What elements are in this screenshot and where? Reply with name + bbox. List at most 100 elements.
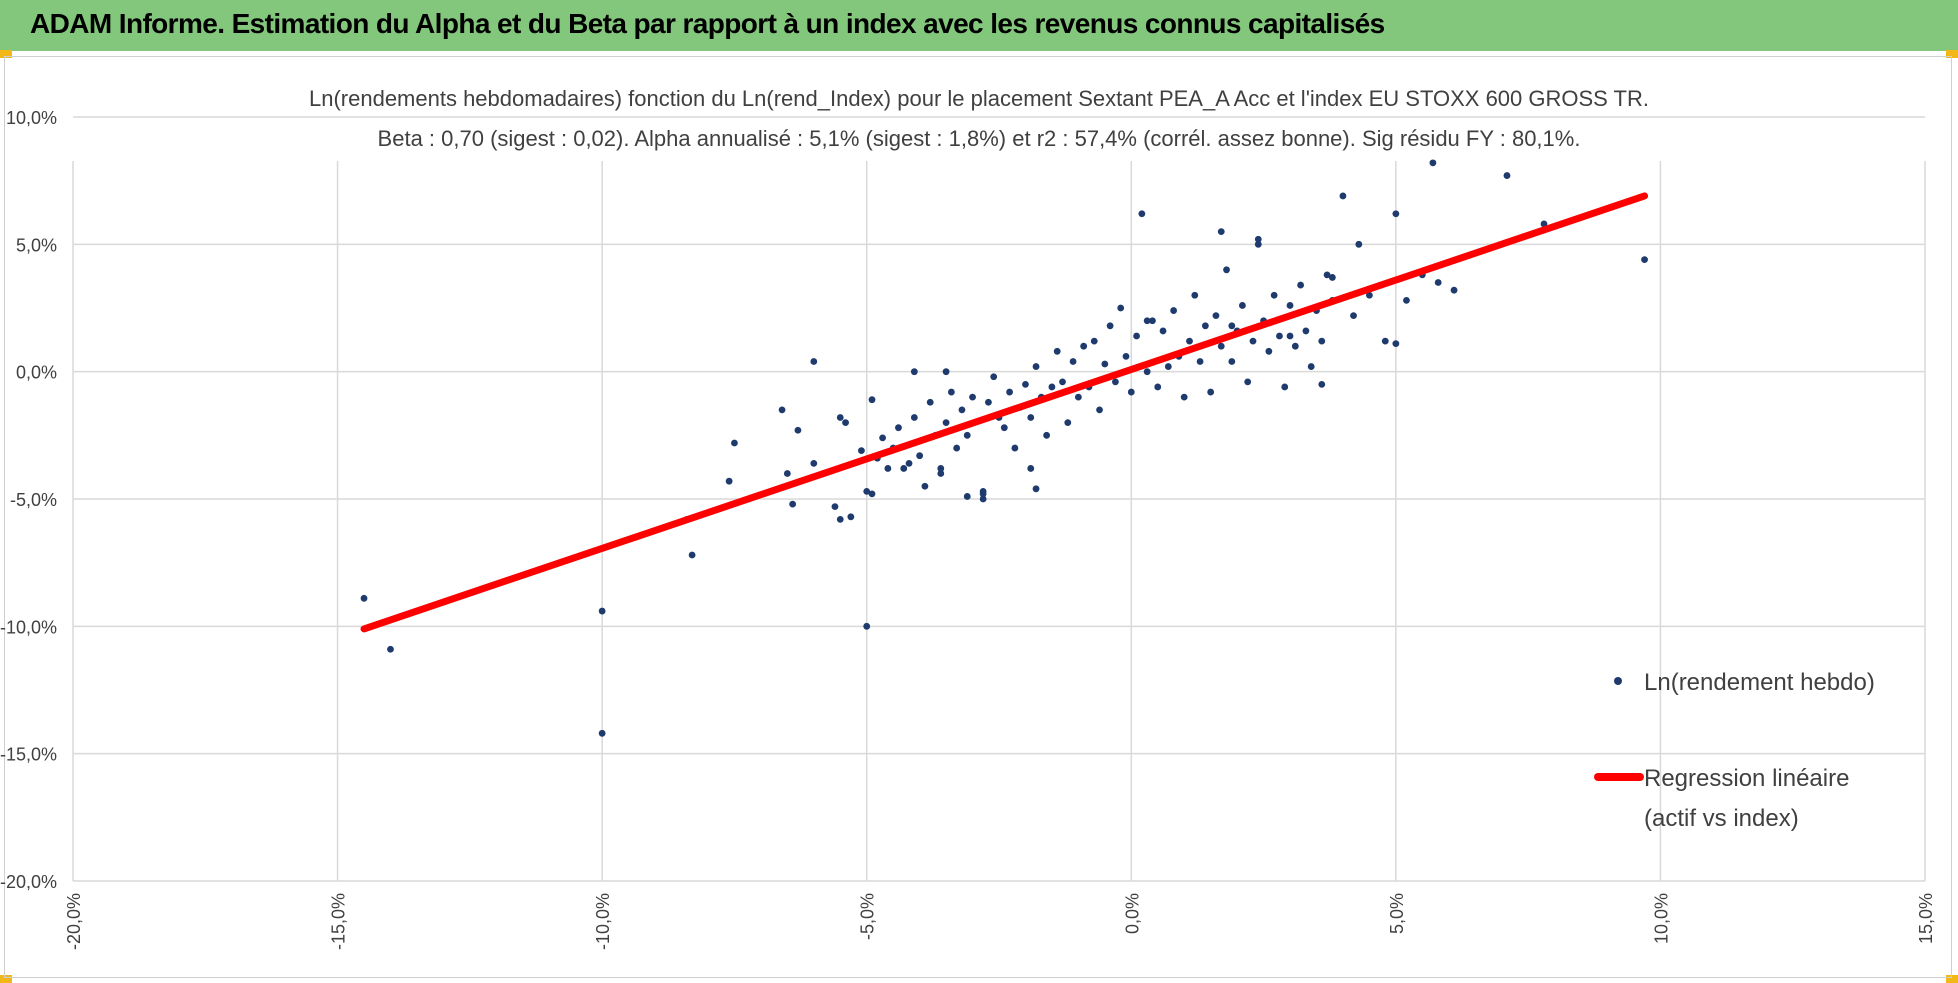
data-point	[725, 477, 733, 485]
data-point	[900, 465, 908, 472]
data-point	[1328, 274, 1336, 281]
x-tick-label: -15,0%	[329, 893, 349, 950]
corner-marker	[0, 50, 12, 58]
data-point	[789, 500, 797, 508]
data-point	[688, 551, 696, 559]
data-point	[1286, 332, 1294, 340]
y-tick-label: 10,0%	[6, 108, 57, 128]
x-tick-label: 10,0%	[1651, 893, 1671, 944]
data-point	[360, 594, 368, 602]
data-point	[858, 447, 865, 455]
data-point	[979, 490, 987, 498]
data-point	[916, 452, 924, 460]
data-point	[1069, 358, 1077, 365]
data-point	[1450, 286, 1458, 294]
data-point	[1133, 332, 1140, 340]
data-point	[783, 470, 791, 477]
data-point	[1403, 296, 1410, 304]
data-point	[1080, 342, 1088, 350]
data-point	[863, 487, 871, 495]
data-point	[910, 368, 918, 376]
legend-line-label: Regression linéaire	[1644, 765, 1849, 792]
data-point	[868, 396, 876, 404]
data-point	[990, 373, 998, 381]
data-point	[1027, 465, 1035, 472]
legend-points-label: Ln(rendement hebdo)	[1644, 669, 1875, 696]
data-point	[1249, 337, 1257, 345]
data-point	[1201, 322, 1209, 330]
data-point	[1011, 444, 1019, 452]
data-point	[847, 513, 855, 521]
data-point	[1254, 240, 1262, 248]
data-point	[1032, 485, 1040, 493]
data-point	[1265, 347, 1273, 355]
data-point	[1000, 424, 1008, 432]
y-tick-label: 0,0%	[16, 363, 57, 383]
corner-marker	[0, 975, 12, 983]
data-point	[1196, 358, 1204, 365]
legend-point-marker	[1614, 677, 1622, 685]
legend-line-label-cont: (actif vs index)	[1644, 805, 1799, 832]
data-point	[1323, 271, 1331, 279]
data-point	[1090, 337, 1098, 345]
data-point	[947, 388, 955, 396]
x-tick-label: 5,0%	[1387, 893, 1407, 934]
header-banner: ADAM Informe. Estimation du Alpha et du …	[0, 0, 1958, 54]
regression-line-group	[360, 192, 1649, 633]
data-point	[1339, 192, 1347, 200]
data-point	[598, 607, 606, 615]
data-point	[810, 459, 818, 467]
data-point	[1154, 383, 1162, 391]
data-point	[1276, 332, 1283, 340]
data-point	[953, 444, 961, 452]
data-point	[1127, 388, 1135, 396]
y-tick-label: -20,0%	[0, 872, 57, 892]
data-point	[1074, 393, 1082, 401]
data-point	[1101, 360, 1109, 368]
x-tick-label: -20,0%	[64, 893, 84, 950]
data-point	[1641, 256, 1648, 264]
data-point	[1228, 358, 1236, 365]
data-point	[1392, 340, 1400, 348]
corner-marker	[1946, 50, 1958, 58]
x-tick-label: -5,0%	[858, 893, 878, 940]
data-point	[1027, 414, 1035, 421]
y-tick-label: -5,0%	[10, 490, 57, 510]
data-point	[1048, 383, 1056, 391]
data-point	[731, 439, 738, 447]
data-point	[810, 358, 818, 365]
data-point	[942, 419, 950, 426]
data-point	[905, 459, 913, 467]
data-point	[1270, 291, 1278, 299]
data-point	[937, 470, 945, 477]
data-point	[1318, 337, 1326, 345]
y-tick-label: 5,0%	[16, 235, 57, 255]
data-point	[1286, 302, 1294, 309]
data-point	[1159, 327, 1167, 335]
report-title: ADAM Informe. Estimation du Alpha et du …	[30, 8, 1385, 39]
data-point	[979, 495, 987, 503]
data-point	[1207, 388, 1215, 396]
data-point	[926, 398, 934, 406]
data-point	[1355, 240, 1363, 248]
data-point	[1170, 307, 1178, 314]
data-point	[1022, 381, 1029, 388]
data-point	[1164, 363, 1172, 370]
chart-frame	[4, 56, 1952, 978]
data-point	[1434, 279, 1442, 286]
data-points	[360, 159, 1648, 737]
data-point	[963, 431, 971, 439]
data-point	[1244, 378, 1252, 386]
data-point	[1381, 337, 1389, 345]
data-point	[1217, 342, 1225, 350]
data-point	[1254, 235, 1262, 243]
data-point	[1228, 322, 1236, 330]
regression-line	[360, 192, 1649, 633]
data-point	[842, 419, 849, 426]
data-point	[1366, 291, 1373, 299]
data-point	[1059, 378, 1066, 386]
x-tick-label: 15,0%	[1916, 893, 1936, 944]
data-point	[1149, 317, 1156, 325]
data-point	[921, 482, 929, 490]
